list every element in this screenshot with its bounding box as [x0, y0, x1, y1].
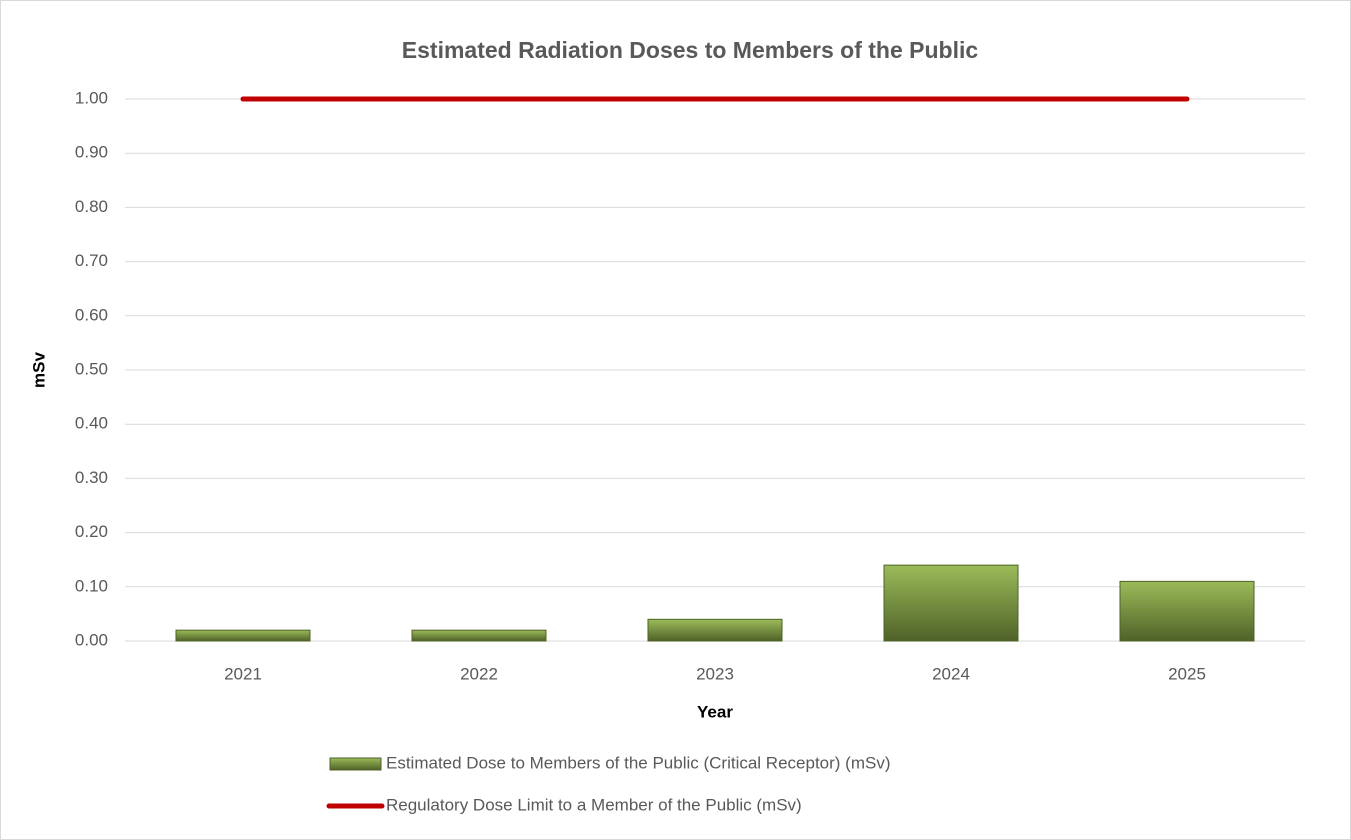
bar — [647, 618, 783, 642]
chart-title: Estimated Radiation Doses to Members of … — [402, 37, 979, 63]
legend-label: Estimated Dose to Members of the Public … — [386, 753, 891, 772]
bar — [411, 629, 547, 642]
y-axis-label: mSv — [29, 352, 48, 388]
x-axis-label: Year — [697, 702, 733, 721]
bar — [883, 564, 1019, 642]
y-tick-label: 0.30 — [75, 468, 108, 487]
y-tick-label: 0.00 — [75, 630, 108, 649]
y-tick-label: 0.60 — [75, 305, 108, 324]
y-tick-label: 0.40 — [75, 414, 108, 433]
y-tick-label: 0.90 — [75, 143, 108, 162]
y-tick-label: 0.20 — [75, 522, 108, 541]
y-tick-label: 0.50 — [75, 359, 108, 378]
y-tick-label: 1.00 — [75, 88, 108, 107]
bar — [175, 629, 311, 642]
legend-swatch — [329, 757, 382, 771]
x-tick-label: 2022 — [460, 664, 498, 683]
x-tick-label: 2025 — [1168, 664, 1206, 683]
x-tick-label: 2021 — [224, 664, 262, 683]
y-tick-label: 0.10 — [75, 576, 108, 595]
x-tick-label: 2023 — [696, 664, 734, 683]
legend-label: Regulatory Dose Limit to a Member of the… — [386, 795, 802, 814]
x-tick-label: 2024 — [932, 664, 970, 683]
y-tick-label: 0.70 — [75, 251, 108, 270]
y-tick-label: 0.80 — [75, 197, 108, 216]
bar — [1119, 580, 1255, 642]
